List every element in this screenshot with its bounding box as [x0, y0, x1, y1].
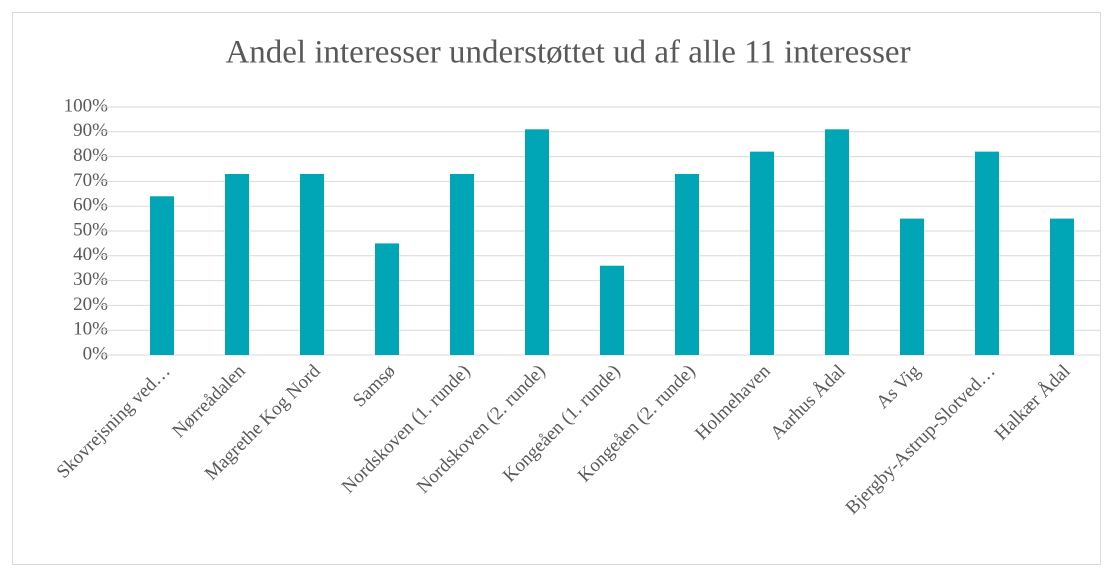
- y-tick-label: 20%: [73, 294, 108, 315]
- bar: [675, 173, 699, 355]
- y-tick-label: 80%: [73, 145, 108, 166]
- y-tick-label: 0%: [83, 343, 109, 364]
- bar: [975, 151, 999, 355]
- bar: [375, 243, 399, 355]
- bar: [825, 129, 849, 355]
- y-tick-label: 70%: [73, 170, 108, 191]
- bar: [750, 151, 774, 355]
- y-tick-label: 90%: [73, 120, 108, 141]
- bar: [450, 173, 474, 355]
- bar: [150, 196, 174, 355]
- y-tick-label: 30%: [73, 269, 108, 290]
- y-tick-label: 40%: [73, 244, 108, 265]
- y-tick-label: 50%: [73, 219, 108, 240]
- bar: [900, 218, 924, 355]
- y-tick-label: 60%: [73, 195, 108, 216]
- bar: [1050, 218, 1074, 355]
- bar: [300, 173, 324, 355]
- bar: [600, 265, 624, 355]
- chart-border: [12, 12, 1101, 565]
- y-tick-label: 100%: [64, 95, 109, 116]
- chart-title: Andel interesser understøttet ud af alle…: [225, 35, 910, 71]
- y-tick-label: 10%: [73, 319, 108, 340]
- bar: [525, 129, 549, 355]
- bar: [225, 173, 249, 355]
